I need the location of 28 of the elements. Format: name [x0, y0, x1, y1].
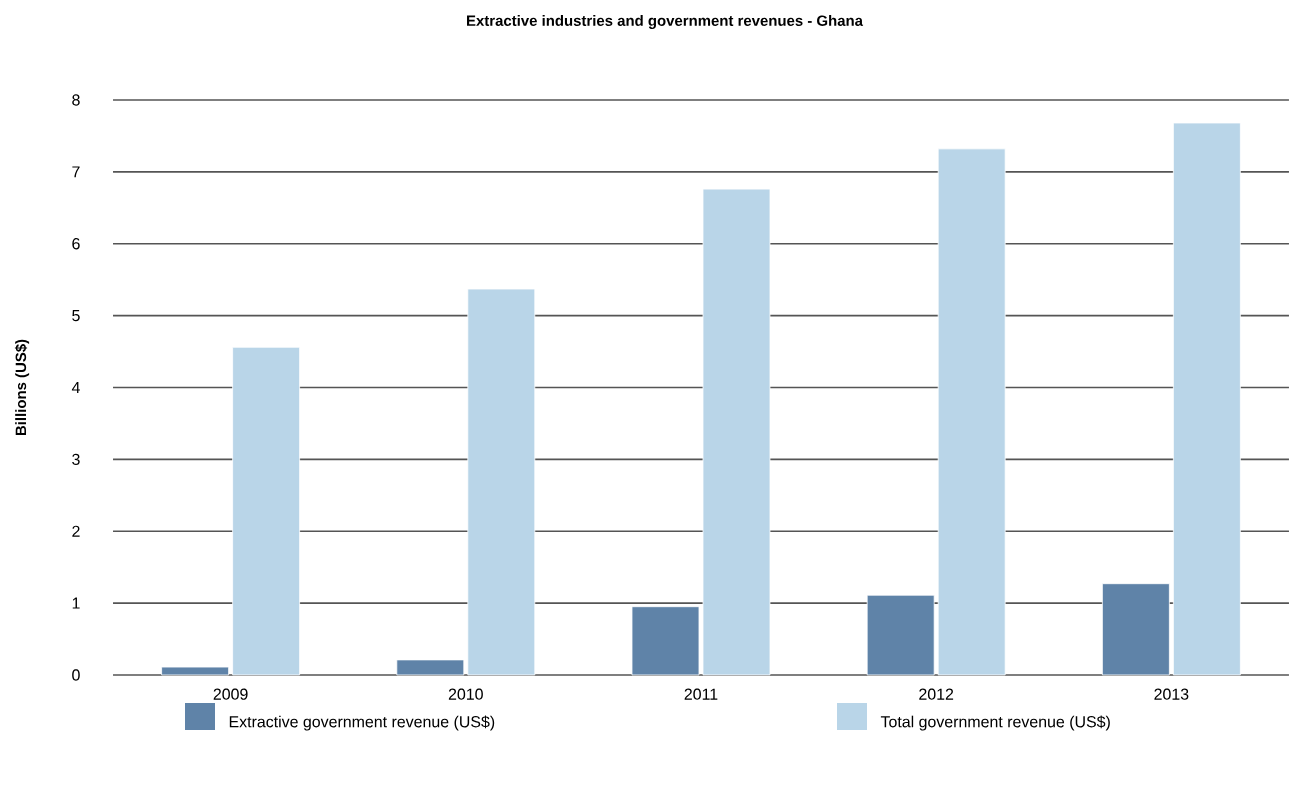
bar — [866, 594, 935, 676]
bar — [937, 148, 1006, 676]
x-tick-label: 2010 — [448, 688, 483, 700]
bar — [702, 188, 771, 676]
y-tick-label: 6 — [72, 238, 80, 250]
x-tick-label: 2011 — [684, 688, 718, 700]
y-tick-label: 0 — [72, 669, 80, 681]
chart-title: Extractive industries and government revenues - Ghana — [467, 14, 864, 29]
legend-label: Total government revenue (US$) — [880, 715, 1110, 731]
y-axis-title: Billions (US$) — [14, 339, 30, 436]
legend-label: Extractive government revenue (US$) — [229, 715, 495, 731]
bar — [161, 666, 230, 676]
y-tick-label: 7 — [72, 166, 80, 178]
bar — [1172, 122, 1241, 676]
bar — [232, 346, 301, 676]
y-tick-label: 4 — [71, 382, 80, 393]
bar — [631, 606, 700, 676]
x-tick-label: 2012 — [919, 688, 954, 700]
y-tick-label: 3 — [72, 453, 80, 465]
bar — [467, 288, 536, 676]
y-tick-label: 5 — [72, 310, 80, 322]
bar — [1101, 583, 1170, 676]
y-tick-label: 1 — [72, 597, 80, 609]
y-tick-label: 2 — [72, 525, 80, 537]
x-tick-label: 2009 — [213, 688, 248, 700]
bar — [396, 659, 465, 676]
x-tick-label: 2013 — [1154, 688, 1189, 700]
y-tick-label: 8 — [72, 94, 80, 106]
